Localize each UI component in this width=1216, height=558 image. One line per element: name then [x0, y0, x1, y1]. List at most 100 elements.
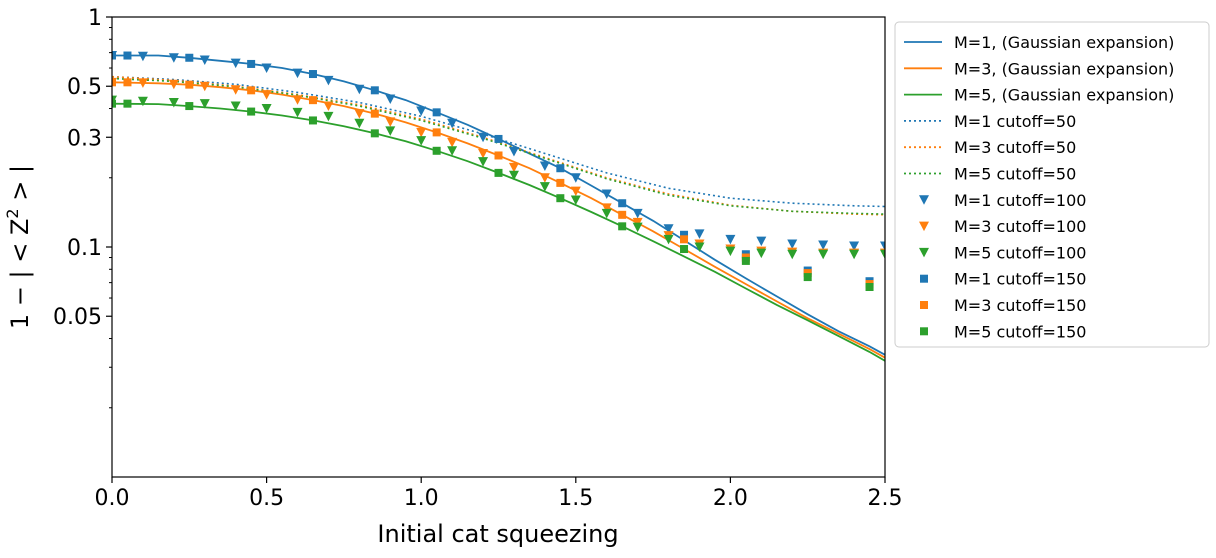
data-point — [618, 222, 627, 231]
data-point — [725, 246, 736, 257]
data-point — [323, 111, 334, 122]
data-point — [292, 68, 303, 79]
data-point — [741, 256, 750, 265]
data-point — [432, 146, 441, 155]
legend-label: M=5 cutoff=100 — [954, 243, 1086, 262]
y-axis-label-exponent: 2 — [3, 208, 22, 218]
data-point — [880, 241, 885, 252]
data-point — [323, 75, 334, 86]
data-point — [539, 182, 550, 192]
data-point — [292, 95, 303, 105]
data-point — [756, 236, 767, 247]
legend: M=1, (Gaussian expansion) M=3, (Gaussian … — [894, 21, 1210, 348]
data-point — [478, 157, 489, 167]
data-point — [556, 164, 565, 173]
series-m-3-cutoff-100 — [112, 77, 885, 259]
series-m-1-cutoff-100 — [112, 51, 885, 252]
series-line — [112, 54, 885, 356]
x-tick-label: 2.5 — [868, 486, 903, 511]
data-point — [185, 53, 194, 62]
legend-entry-m-1-cutoff-50: M=1 cutoff=50 — [904, 112, 1076, 131]
data-point — [308, 96, 317, 105]
data-point — [632, 208, 643, 219]
data-point — [663, 224, 674, 234]
legend-entry-m-3-cutoff-50: M=3 cutoff=50 — [904, 138, 1076, 157]
data-point — [494, 151, 503, 160]
x-tick-label: 0.5 — [249, 486, 284, 511]
data-point — [539, 173, 550, 183]
legend-swatch — [920, 301, 928, 309]
legend-label: M=5 cutoff=50 — [954, 165, 1076, 184]
data-point — [123, 99, 132, 108]
data-point — [370, 109, 379, 118]
y-tick-label: 0.3 — [67, 126, 102, 151]
data-point — [370, 129, 379, 138]
legend-swatch — [919, 221, 929, 232]
data-point — [137, 51, 148, 62]
series-m-1-gaussian-expansion — [112, 54, 885, 356]
data-point — [478, 132, 489, 143]
data-point — [432, 128, 441, 137]
data-point — [618, 210, 627, 219]
data-point — [185, 102, 194, 111]
data-point — [601, 203, 612, 213]
data-point — [432, 108, 441, 117]
data-point — [508, 162, 519, 173]
legend-entry-m-1-cutoff-100: M=1 cutoff=100 — [919, 191, 1086, 210]
data-point — [663, 234, 674, 245]
data-point — [818, 240, 829, 251]
data-point — [556, 194, 565, 203]
data-point — [680, 245, 689, 254]
y-tick-label: 0.05 — [53, 305, 102, 330]
legend-entry-m-5-cutoff-50: M=5 cutoff=50 — [904, 165, 1076, 184]
data-point — [354, 84, 365, 95]
legend-entry-m-3-gaussian-expansion: M=3, (Gaussian expansion) — [904, 59, 1174, 78]
legend-entry-m-3-cutoff-100: M=3 cutoff=100 — [919, 217, 1086, 236]
legend-label: M=3 cutoff=150 — [954, 296, 1086, 315]
legend-entry-m-5-cutoff-100: M=5 cutoff=100 — [919, 243, 1086, 262]
legend-label: M=1 cutoff=50 — [954, 112, 1076, 131]
data-point — [447, 118, 458, 129]
legend-label: M=1 cutoff=100 — [954, 191, 1086, 210]
data-point — [247, 86, 256, 95]
data-point — [185, 80, 194, 89]
y-tick-label: 0.1 — [67, 236, 102, 261]
data-point — [323, 101, 334, 112]
data-point — [756, 248, 767, 259]
series-m-5-cutoff-100 — [112, 95, 885, 260]
data-point — [601, 208, 612, 219]
data-point — [508, 147, 519, 157]
x-tick-label: 1.0 — [404, 486, 439, 511]
legend-swatch — [919, 195, 929, 205]
data-point — [112, 78, 116, 87]
data-point — [725, 234, 736, 245]
data-point — [694, 242, 705, 252]
data-point — [680, 235, 689, 244]
series-line — [112, 75, 885, 216]
data-point — [539, 161, 550, 171]
x-tick-label: 2.0 — [713, 486, 748, 511]
data-point — [199, 81, 210, 92]
data-point — [385, 117, 396, 127]
data-point — [230, 85, 241, 95]
data-point — [508, 170, 519, 181]
data-point — [168, 53, 179, 63]
data-point — [199, 55, 210, 66]
series-line — [112, 81, 885, 359]
data-point — [849, 249, 860, 260]
legend-label: M=3 cutoff=100 — [954, 217, 1086, 236]
data-point — [137, 96, 148, 107]
y-tick-label: 1 — [88, 6, 102, 31]
series-m-3-cutoff-50 — [112, 75, 885, 216]
y-axis-label: 1 − | < Z2 > | — [3, 165, 34, 329]
data-point — [308, 116, 317, 125]
data-point — [880, 249, 885, 260]
data-point — [787, 239, 798, 250]
data-point — [199, 99, 210, 109]
data-point — [570, 186, 581, 197]
legend-label: M=3, (Gaussian expansion) — [954, 59, 1174, 78]
data-point — [680, 230, 689, 239]
series-layer — [112, 51, 885, 362]
data-point — [601, 189, 612, 199]
legend-entry-m-5-cutoff-150: M=5 cutoff=150 — [920, 322, 1086, 341]
